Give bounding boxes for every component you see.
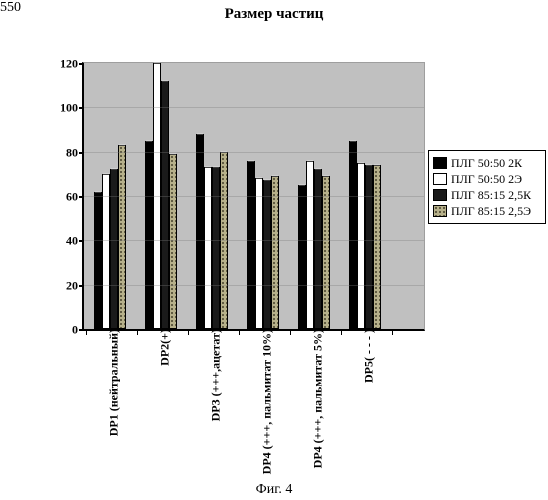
bar [322,176,330,329]
legend-swatch [433,157,447,169]
bar [349,141,357,329]
y-tick-label: 60 [66,190,84,205]
y-tick-label: 40 [66,234,84,249]
legend-label: ПЛГ 85:15 2,5К [451,187,531,203]
bar [145,141,153,329]
bar [102,174,110,329]
y-tick-label: 80 [66,145,84,160]
y-tick-label: 20 [66,278,84,293]
bar [161,81,169,329]
grid-line [84,285,424,286]
bar [247,161,255,329]
bar [357,163,365,329]
grid-line [84,196,424,197]
bar [314,169,322,329]
x-tick-label: DP4 (+++, пальмитат 10%) [254,329,275,474]
legend-label: ПЛГ 50:50 2Э [451,171,522,187]
x-tick-label: DP3 (+++,ацетат) [203,329,224,421]
bar [94,192,102,329]
bar [365,165,373,329]
bar [271,176,279,329]
grid-line [84,240,424,241]
bar [298,185,306,329]
legend-item: ПЛГ 85:15 2,5Э [433,203,541,219]
chart-plot-area: DP1 (нейтральный)DP2(+)DP3 (+++,ацетат)D… [82,62,425,331]
bar [306,161,314,329]
legend: ПЛГ 50:50 2КПЛГ 50:50 2ЭПЛГ 85:15 2,5КПЛ… [428,150,546,224]
legend-swatch [433,205,447,217]
bar [255,178,263,329]
x-tick-label: DP2(+) [152,329,173,366]
legend-swatch [433,189,447,201]
figure-caption: Фиг. 4 [0,482,548,498]
x-tick-label: DP1 (нейтральный) [101,329,122,436]
y-tick-label: 0 [72,323,84,338]
legend-label: ПЛГ 85:15 2,5Э [451,203,531,219]
bar [263,180,271,329]
legend-label: ПЛГ 50:50 2К [451,155,522,171]
bar [118,145,126,329]
bar [212,167,220,329]
x-tick-label: DP5( - - - ) [356,329,377,383]
y-tick-label: 120 [60,57,84,72]
legend-item: ПЛГ 50:50 2Э [433,171,541,187]
bar [169,154,177,329]
x-tick-label: DP4 (+++, пальмитат 5%) [305,329,326,468]
legend-item: ПЛГ 85:15 2,5К [433,187,541,203]
grid-line [84,107,424,108]
bar [373,165,381,329]
bar [110,169,118,329]
bar [204,167,212,329]
grid-line [84,152,424,153]
overflow-arrow-label: 550 [0,0,21,16]
legend-swatch [433,173,447,185]
bar [196,134,204,329]
legend-item: ПЛГ 50:50 2К [433,155,541,171]
y-tick-label: 100 [60,101,84,116]
chart-title: Размер частиц [0,6,548,23]
